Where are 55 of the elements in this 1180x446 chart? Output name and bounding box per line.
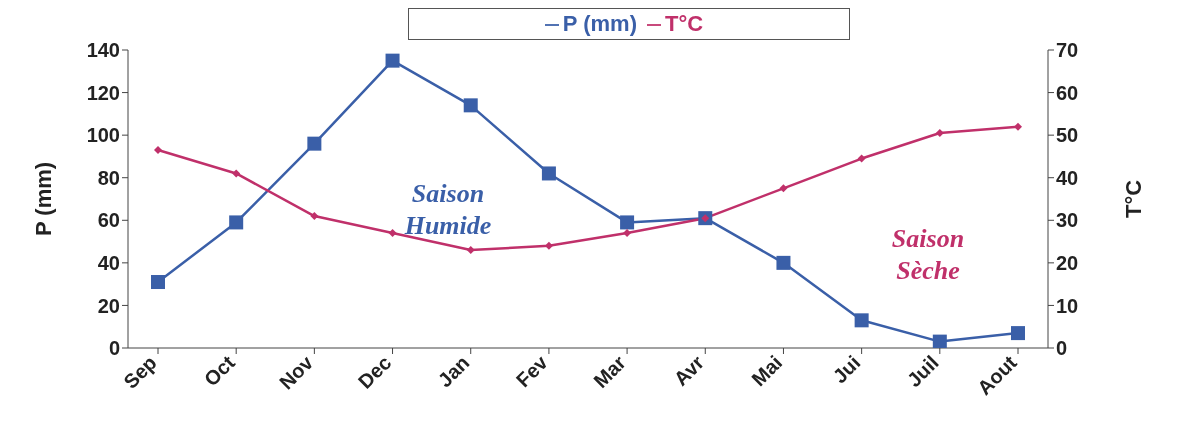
y2-tick-label: 40 — [1056, 166, 1079, 189]
y2-tick-label: 50 — [1056, 124, 1079, 147]
point — [466, 246, 475, 255]
point — [935, 129, 944, 138]
x-tick-label: Nov — [274, 350, 318, 394]
y2-tick-label: 30 — [1056, 209, 1079, 232]
x-tick-label: Oct — [199, 351, 240, 391]
point — [307, 136, 322, 151]
point — [623, 229, 632, 238]
y-tick-label: 60 — [97, 209, 120, 232]
annotation: Saison Sèche — [890, 223, 966, 287]
point — [857, 154, 866, 163]
y-tick-label: 100 — [86, 124, 120, 147]
y2-tick-label: 20 — [1056, 251, 1079, 274]
point — [385, 53, 400, 68]
x-tick-label: Jui — [828, 351, 865, 388]
y-tick-label: 80 — [97, 166, 120, 189]
point — [229, 215, 244, 230]
x-tick-label: Mar — [589, 351, 631, 392]
y2-axis-title: T°C — [1120, 179, 1146, 219]
x-tick-label: Fev — [511, 350, 553, 392]
point — [541, 166, 556, 181]
y-tick-label: 120 — [86, 81, 120, 104]
point — [854, 313, 869, 328]
y-tick-label: 20 — [97, 294, 120, 317]
x-tick-label: Jan — [433, 351, 474, 392]
point — [463, 98, 478, 113]
point — [620, 215, 635, 230]
y-tick-label: 140 — [86, 39, 120, 62]
y-tick-label: 40 — [97, 251, 120, 274]
legend-label: T°C — [665, 11, 704, 36]
point — [1014, 122, 1022, 131]
x-tick-label: Sep — [119, 351, 161, 393]
legend-label: P (mm) — [562, 11, 638, 36]
x-tick-label: Dec — [353, 351, 396, 393]
y2-tick-label: 0 — [1056, 337, 1068, 360]
y-axis-title: P (mm) — [30, 161, 56, 237]
annotation: Saison Humide — [403, 178, 493, 242]
point — [151, 275, 165, 290]
y2-tick-label: 10 — [1056, 294, 1079, 317]
x-tick-label: Avr — [669, 351, 709, 390]
y-tick-label: 0 — [108, 337, 120, 360]
point — [1011, 326, 1025, 341]
point — [154, 146, 162, 155]
point — [310, 212, 319, 221]
y2-tick-label: 70 — [1056, 39, 1079, 62]
point — [544, 241, 553, 250]
point — [779, 184, 788, 193]
point — [776, 255, 791, 270]
point — [388, 229, 397, 238]
x-tick-label: Juil — [902, 351, 943, 392]
x-tick-label: Mai — [747, 351, 787, 391]
y2-tick-label: 60 — [1056, 81, 1079, 104]
point — [232, 169, 241, 178]
point — [932, 334, 947, 348]
